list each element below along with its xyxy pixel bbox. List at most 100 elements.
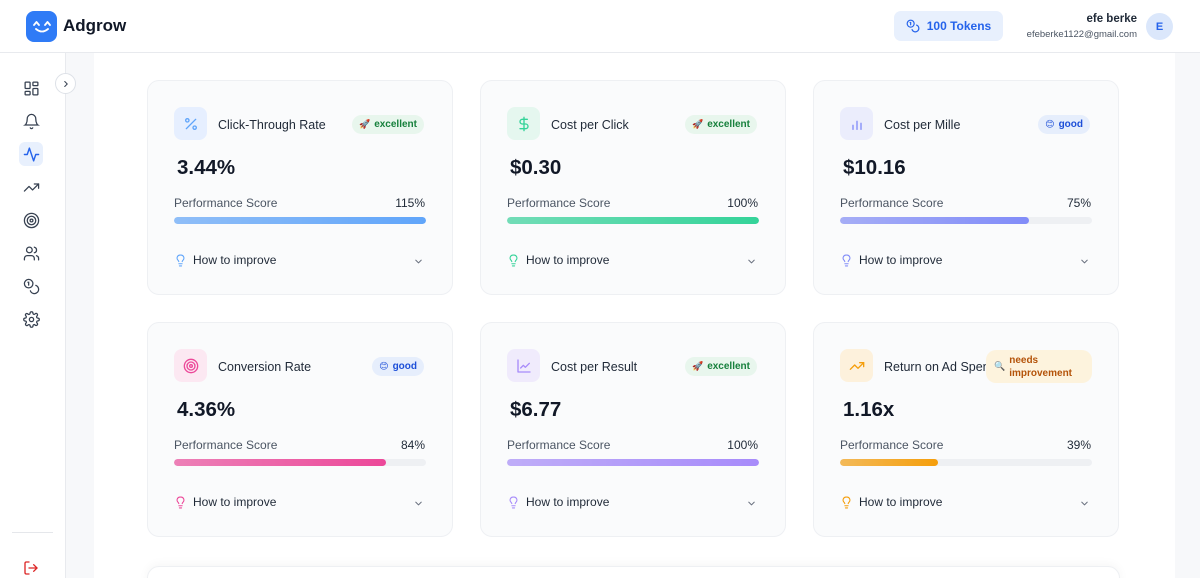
sidebar-item-trends[interactable]	[19, 175, 43, 199]
performance-score-value: 100%	[727, 438, 758, 452]
top-bar: Adgrow 100 Tokens efe berke efeberke1122…	[0, 0, 1200, 53]
how-to-improve-toggle[interactable]: How to improve	[840, 253, 942, 267]
settings-icon	[22, 310, 40, 328]
badge-label: needs improvement	[1009, 354, 1073, 379]
chevron-down-icon[interactable]	[413, 496, 424, 514]
performance-score-label: Performance Score	[507, 438, 611, 452]
chevron-down-icon[interactable]	[413, 254, 424, 272]
metric-card-return-on-ad-spend: Return on Ad Spend 🔍 needs improvement 1…	[813, 322, 1119, 537]
sidebar-item-tokens[interactable]	[19, 274, 43, 298]
avatar[interactable]: E	[1146, 13, 1173, 40]
badge-label: excellent	[707, 119, 750, 130]
performance-score-value: 115%	[395, 196, 425, 210]
performance-score-label: Performance Score	[174, 196, 278, 210]
status-badge: 😊 good	[372, 357, 424, 376]
percent-icon	[174, 107, 207, 140]
performance-bar-track	[174, 217, 426, 224]
how-to-improve-toggle[interactable]: How to improve	[507, 253, 609, 267]
metric-value: $6.77	[510, 398, 562, 421]
metric-value: 4.36%	[177, 398, 236, 421]
bottom-section-card	[147, 566, 1120, 578]
metric-title: Click-Through Rate	[218, 118, 326, 132]
sidebar	[0, 53, 66, 578]
badge-emoji-icon: 🔍	[994, 361, 1006, 371]
metric-title: Return on Ad Spend	[884, 360, 997, 374]
sidebar-divider	[12, 532, 53, 533]
sidebar-item-audience[interactable]	[19, 241, 43, 265]
bell-icon	[22, 113, 40, 129]
how-to-improve-toggle[interactable]: How to improve	[174, 495, 276, 509]
chevron-down-icon[interactable]	[746, 254, 757, 272]
metric-card-cost-per-click: Cost per Click 🚀 excellent $0.30 Perform…	[480, 80, 786, 295]
performance-bar-track	[840, 217, 1092, 224]
user-name: efe berke	[1086, 13, 1137, 25]
lightbulb-icon	[176, 496, 185, 508]
logo-icon[interactable]	[26, 11, 57, 42]
activity-icon	[23, 146, 39, 162]
how-to-improve-label: How to improve	[526, 495, 610, 509]
trend-icon	[840, 349, 873, 382]
status-badge: 🔍 needs improvement	[986, 350, 1092, 383]
performance-bar-fill	[840, 217, 1029, 224]
how-to-improve-toggle[interactable]: How to improve	[507, 495, 609, 509]
metric-value: 3.44%	[177, 156, 236, 179]
status-badge: 😊 good	[1038, 115, 1090, 134]
coins-icon	[23, 278, 39, 294]
performance-score-value: 100%	[727, 196, 758, 210]
how-to-improve-toggle[interactable]: How to improve	[174, 253, 276, 267]
lightbulb-icon	[842, 496, 851, 508]
status-badge: 🚀 excellent	[351, 115, 424, 134]
how-to-improve-label: How to improve	[193, 495, 277, 509]
badge-emoji-icon: 🚀	[691, 361, 704, 371]
metric-card-conversion-rate: Conversion Rate 😊 good 4.36% Performance…	[147, 322, 453, 537]
performance-bar-track	[507, 459, 759, 466]
performance-score-label: Performance Score	[840, 196, 944, 210]
target-icon	[23, 212, 39, 228]
dashboard-icon	[23, 80, 39, 96]
sidebar-item-targets[interactable]	[19, 208, 43, 232]
how-to-improve-label: How to improve	[859, 253, 943, 267]
chevron-down-icon[interactable]	[746, 496, 757, 514]
coins-icon	[906, 19, 920, 33]
performance-bar-track	[840, 459, 1092, 466]
metric-title: Cost per Click	[551, 118, 629, 132]
bar-chart-icon	[840, 107, 873, 140]
chevron-right-icon	[63, 80, 68, 87]
sidebar-item-notifications[interactable]	[19, 109, 43, 133]
chevron-down-icon[interactable]	[1079, 496, 1090, 514]
logout-button[interactable]	[19, 556, 43, 578]
lightbulb-icon	[842, 254, 851, 266]
target-icon	[174, 349, 207, 382]
badge-emoji-icon: 😊	[1045, 119, 1055, 129]
performance-score-value: 75%	[1066, 196, 1091, 210]
brand-name[interactable]: Adgrow	[63, 16, 127, 35]
metric-card-cost-per-mille: Cost per Mille 😊 good $10.16 Performance…	[813, 80, 1119, 295]
performance-bar-track	[507, 217, 759, 224]
lightbulb-icon	[176, 254, 185, 266]
metric-card-click-through-rate: Click-Through Rate 🚀 excellent 3.44% Per…	[147, 80, 453, 295]
lightbulb-icon	[509, 254, 518, 266]
metric-title: Cost per Mille	[884, 118, 961, 132]
tokens-button[interactable]: 100 Tokens	[894, 11, 1003, 41]
dollar-icon	[507, 107, 540, 140]
performance-score-value: 39%	[1066, 438, 1091, 452]
performance-score-label: Performance Score	[507, 196, 611, 210]
badge-emoji-icon: 🚀	[691, 119, 704, 129]
users-icon	[23, 245, 39, 261]
performance-bar-fill	[507, 459, 759, 466]
sidebar-item-settings[interactable]	[19, 307, 43, 331]
logout-icon	[24, 561, 38, 575]
lightbulb-icon	[509, 496, 518, 508]
status-badge: 🚀 excellent	[684, 115, 757, 134]
badge-label: good	[1058, 119, 1083, 130]
how-to-improve-toggle[interactable]: How to improve	[840, 495, 942, 509]
metric-card-cost-per-result: Cost per Result 🚀 excellent $6.77 Perfor…	[480, 322, 786, 537]
performance-bar-fill	[174, 217, 426, 224]
sidebar-item-dashboard[interactable]	[19, 76, 43, 100]
performance-score-value: 84%	[400, 438, 425, 452]
sidebar-item-performance[interactable]	[19, 142, 43, 166]
chevron-down-icon[interactable]	[1079, 254, 1090, 272]
sidebar-collapse-button[interactable]	[55, 73, 76, 94]
badge-emoji-icon: 🚀	[358, 119, 371, 129]
performance-bar-fill	[840, 459, 939, 466]
